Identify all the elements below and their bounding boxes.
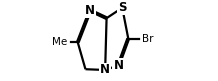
Text: N: N (85, 4, 95, 17)
Text: N: N (100, 64, 110, 76)
Text: Me: Me (52, 37, 67, 47)
Text: S: S (118, 1, 126, 14)
Text: Br: Br (142, 34, 154, 43)
Text: N: N (113, 59, 123, 72)
